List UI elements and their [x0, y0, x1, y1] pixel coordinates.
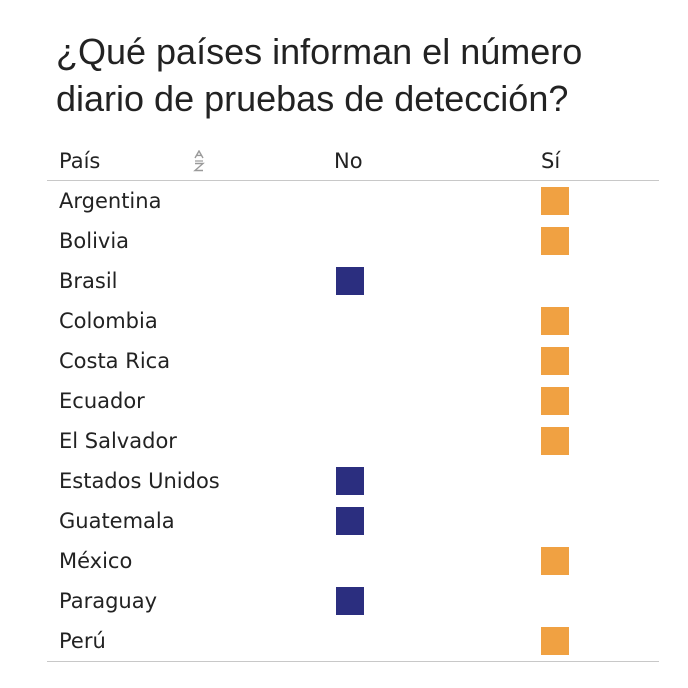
mark-no-square[interactable]	[336, 587, 364, 615]
country-label: Ecuador	[59, 389, 145, 413]
table-row: México	[47, 541, 659, 581]
mark-yes-square[interactable]	[541, 547, 569, 575]
mark-yes-square[interactable]	[541, 347, 569, 375]
country-label: Bolivia	[59, 229, 130, 253]
mark-yes-square[interactable]	[541, 627, 569, 655]
table-row: Perú	[47, 621, 659, 661]
mark-yes-square[interactable]	[541, 307, 569, 335]
table-row: Colombia	[47, 301, 659, 341]
country-label: Perú	[59, 629, 106, 653]
mark-yes-square[interactable]	[541, 427, 569, 455]
table-header: País No Sí	[47, 144, 659, 181]
table-row: Paraguay	[47, 581, 659, 621]
mark-no-square[interactable]	[336, 467, 364, 495]
country-label: México	[59, 549, 133, 573]
column-header-no: No	[334, 149, 363, 173]
country-label: Colombia	[59, 309, 158, 333]
table-row: Guatemala	[47, 501, 659, 541]
table-row: Estados Unidos	[47, 461, 659, 501]
chart-title: ¿Qué países informan el número diario de…	[56, 31, 583, 119]
answer-table: País No Sí Argentina Bolivia Brasil Colombi…	[47, 144, 659, 662]
country-label: Brasil	[59, 269, 118, 293]
table-row: El Salvador	[47, 421, 659, 461]
sort-alpha-icon[interactable]	[193, 149, 205, 172]
column-header-country: País	[59, 149, 101, 173]
mark-no-square[interactable]	[336, 507, 364, 535]
column-header-yes: Sí	[541, 149, 561, 173]
table-row: Ecuador	[47, 381, 659, 421]
mark-no-square[interactable]	[336, 267, 364, 295]
mark-yes-square[interactable]	[541, 387, 569, 415]
table-row: Costa Rica	[47, 341, 659, 381]
country-label: Costa Rica	[59, 349, 171, 373]
country-label: Estados Unidos	[59, 469, 220, 493]
table-row: Bolivia	[47, 221, 659, 261]
table-row: Brasil	[47, 261, 659, 301]
country-label: Argentina	[59, 189, 162, 213]
country-label: El Salvador	[59, 429, 177, 453]
country-label: Guatemala	[59, 509, 175, 533]
country-label: Paraguay	[59, 589, 158, 613]
table-body: Argentina Bolivia Brasil Colombia Costa Rica…	[47, 181, 659, 662]
sort-alpha-icon-graphic	[193, 149, 205, 172]
table-row: Argentina	[47, 181, 659, 221]
mark-yes-square[interactable]	[541, 187, 569, 215]
mark-yes-square[interactable]	[541, 227, 569, 255]
